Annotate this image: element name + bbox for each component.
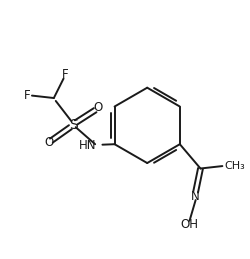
Text: S: S xyxy=(69,118,78,132)
Text: O: O xyxy=(93,101,102,114)
Text: CH₃: CH₃ xyxy=(224,161,245,171)
Text: HN: HN xyxy=(79,139,96,152)
Text: F: F xyxy=(24,89,30,102)
Text: O: O xyxy=(44,136,54,149)
Text: OH: OH xyxy=(180,218,198,231)
Text: F: F xyxy=(62,68,68,81)
Text: N: N xyxy=(191,190,200,203)
